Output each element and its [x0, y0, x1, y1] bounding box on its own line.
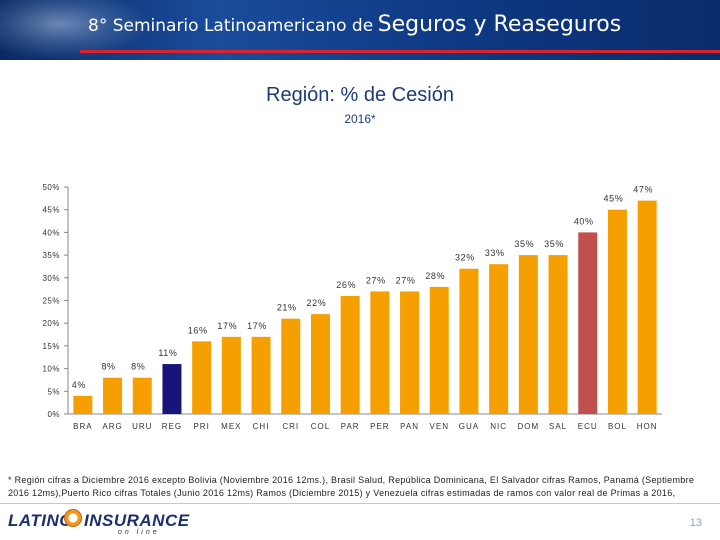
bar-reg [162, 364, 182, 414]
bar-dom [518, 255, 538, 414]
data-label-nic: 33% [485, 248, 505, 258]
data-label-ven: 28% [425, 271, 445, 281]
x-tick-label-sal: SAL [549, 422, 567, 431]
data-label-mex: 17% [217, 321, 237, 331]
bar-pri [192, 341, 212, 414]
data-label-dom: 35% [514, 239, 534, 249]
y-tick-label: 35% [42, 251, 60, 260]
x-tick-label-chi: CHI [253, 422, 270, 431]
bar-hon [637, 200, 657, 414]
bar-cri [281, 318, 301, 414]
y-tick-label: 25% [42, 297, 60, 306]
bar-mex [221, 336, 241, 414]
slide-subtitle: 2016* [344, 112, 376, 126]
x-tick-label-hon: HON [637, 422, 658, 431]
logo-online-text: on line [118, 529, 160, 536]
data-label-reg: 11% [158, 348, 177, 358]
data-label-bra: 4% [72, 380, 86, 390]
x-tick-label-reg: REG [162, 422, 182, 431]
data-label-per: 27% [366, 275, 386, 285]
x-tick-label-ecu: ECU [578, 422, 598, 431]
y-tick-label: 20% [42, 319, 60, 328]
logo-ring-icon [64, 509, 82, 527]
y-tick-label: 40% [42, 228, 60, 237]
bar-pan [400, 291, 420, 414]
header-banner: 8° Seminario Latinoamericano de Seguros … [0, 0, 720, 60]
x-tick-label-gua: GUA [459, 422, 479, 431]
y-tick-label: 0% [47, 410, 60, 419]
data-label-pan: 27% [396, 275, 416, 285]
bar-ven [429, 286, 449, 414]
x-tick-label-bra: BRA [73, 422, 92, 431]
y-tick-label: 50% [42, 183, 60, 192]
data-label-cri: 21% [277, 303, 297, 313]
x-tick-label-ven: VEN [430, 422, 449, 431]
x-tick-label-nic: NIC [490, 422, 507, 431]
y-tick-label: 45% [42, 206, 60, 215]
bar-nic [489, 264, 509, 414]
x-tick-label-arg: ARG [102, 422, 122, 431]
data-label-gua: 32% [455, 253, 475, 263]
bar-bra [73, 395, 93, 414]
y-tick-label: 10% [42, 365, 60, 374]
data-label-col: 22% [307, 298, 327, 308]
banner-title-big: Seguros y Reaseguros [377, 12, 622, 37]
logo-latino-text: LATINO [8, 511, 74, 530]
bar-ecu [578, 232, 598, 414]
x-tick-label-pan: PAN [400, 422, 419, 431]
bar-per [370, 291, 390, 414]
data-label-chi: 17% [247, 321, 267, 331]
logo-insurance-text: INSURANCE [84, 511, 190, 530]
data-label-hon: 47% [633, 185, 653, 195]
data-label-par: 26% [336, 280, 356, 290]
banner-title: 8° Seminario Latinoamericano de Seguros … [88, 12, 621, 37]
footer-divider [0, 503, 720, 504]
x-tick-label-pri: PRI [193, 422, 209, 431]
y-tick-label: 15% [42, 342, 60, 351]
banner-underline [80, 50, 720, 53]
data-label-arg: 8% [101, 362, 115, 372]
bar-bol [607, 209, 627, 414]
data-label-uru: 8% [131, 362, 145, 372]
data-label-sal: 35% [544, 239, 564, 249]
x-tick-label-par: PAR [341, 422, 360, 431]
bar-gua [459, 268, 479, 414]
bar-uru [132, 377, 152, 414]
banner-title-small: 8° Seminario Latinoamericano de [88, 16, 374, 36]
data-label-pri: 16% [188, 325, 208, 335]
y-tick-label: 5% [47, 387, 60, 396]
x-tick-label-bol: BOL [608, 422, 627, 431]
x-tick-label-uru: URU [132, 422, 152, 431]
latino-insurance-logo: LATINO INSURANCE on line [8, 507, 189, 537]
bar-col [310, 314, 330, 414]
data-label-bol: 45% [604, 194, 624, 204]
y-tick-label: 30% [42, 274, 60, 283]
slide-title: Región: % de Cesión [266, 84, 454, 106]
bar-sal [548, 255, 568, 414]
data-label-ecu: 40% [574, 216, 594, 226]
page-number: 13 [689, 517, 702, 529]
bar-chi [251, 336, 271, 414]
footnote: * Región cifras a Diciembre 2016 excepto… [8, 475, 695, 498]
bar-arg [103, 377, 123, 414]
x-tick-label-per: PER [370, 422, 389, 431]
x-tick-label-cri: CRI [282, 422, 299, 431]
x-tick-label-col: COL [311, 422, 330, 431]
bar-par [340, 295, 360, 414]
x-tick-label-dom: DOM [518, 422, 540, 431]
x-tick-label-mex: MEX [221, 422, 241, 431]
